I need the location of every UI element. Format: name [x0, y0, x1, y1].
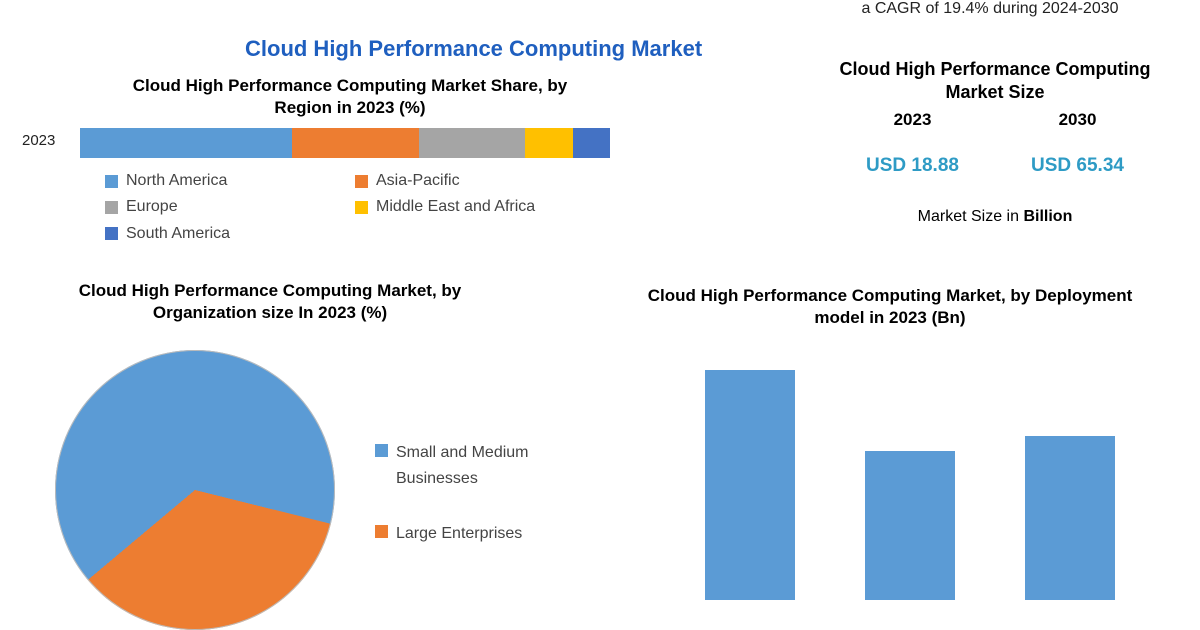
market-size-values: USD 18.88 USD 65.34	[830, 155, 1160, 177]
org-pie-wrap	[55, 350, 335, 630]
region-segment	[525, 128, 573, 158]
market-size-year-a: 2023	[894, 110, 932, 130]
market-size-value-a: USD 18.88	[866, 155, 959, 177]
region-legend-item: South America	[105, 221, 355, 247]
region-segment	[573, 128, 610, 158]
region-year-label: 2023	[22, 132, 55, 149]
legend-label: Large Enterprises	[396, 521, 522, 547]
legend-swatch	[105, 175, 118, 188]
legend-label: Europe	[126, 194, 178, 220]
market-size-value-b: USD 65.34	[1031, 155, 1124, 177]
org-legend: Small and Medium Businesses Large Enterpr…	[375, 440, 556, 577]
legend-label: Asia-Pacific	[376, 168, 460, 194]
org-legend-item: Small and Medium Businesses	[375, 440, 556, 491]
region-legend-item: North America	[105, 168, 355, 194]
legend-label: Middle East and Africa	[376, 194, 535, 220]
legend-swatch	[105, 227, 118, 240]
legend-swatch	[375, 525, 388, 538]
region-segment	[80, 128, 292, 158]
legend-label: Small and Medium Businesses	[396, 440, 556, 491]
region-legend-item: Europe	[105, 194, 355, 220]
deploy-bar-chart	[670, 370, 1150, 600]
org-legend-item: Large Enterprises	[375, 521, 556, 547]
legend-swatch	[355, 175, 368, 188]
market-size-title: Cloud High Performance Computing Market …	[830, 58, 1160, 105]
org-chart-title: Cloud High Performance Computing Market,…	[70, 280, 470, 324]
deploy-chart-title: Cloud High Performance Computing Market,…	[640, 285, 1140, 329]
region-legend: North America Asia-Pacific Europe Middle Ea…	[105, 168, 605, 247]
deploy-bar	[705, 370, 795, 600]
market-size-unit-prefix: Market Size in	[918, 208, 1024, 225]
legend-swatch	[105, 201, 118, 214]
main-title: Cloud High Performance Computing Market	[245, 36, 702, 62]
legend-label: North America	[126, 168, 227, 194]
market-size-year-b: 2030	[1059, 110, 1097, 130]
deploy-bar	[865, 451, 955, 601]
legend-label: South America	[126, 221, 230, 247]
region-segment	[419, 128, 525, 158]
region-chart-title: Cloud High Performance Computing Market …	[110, 75, 590, 119]
market-size-unit-bold: Billion	[1023, 208, 1072, 225]
market-size-unit: Market Size in Billion	[830, 208, 1160, 226]
region-segment	[292, 128, 419, 158]
deploy-bar	[1025, 436, 1115, 600]
legend-swatch	[355, 201, 368, 214]
region-legend-item: Asia-Pacific	[355, 168, 605, 194]
market-size-years: 2023 2030	[830, 110, 1160, 130]
org-pie	[55, 350, 335, 630]
cagr-text: a CAGR of 19.4% during 2024-2030	[840, 0, 1140, 18]
legend-swatch	[375, 444, 388, 457]
region-legend-item: Middle East and Africa	[355, 194, 605, 220]
region-stacked-bar	[80, 128, 610, 158]
